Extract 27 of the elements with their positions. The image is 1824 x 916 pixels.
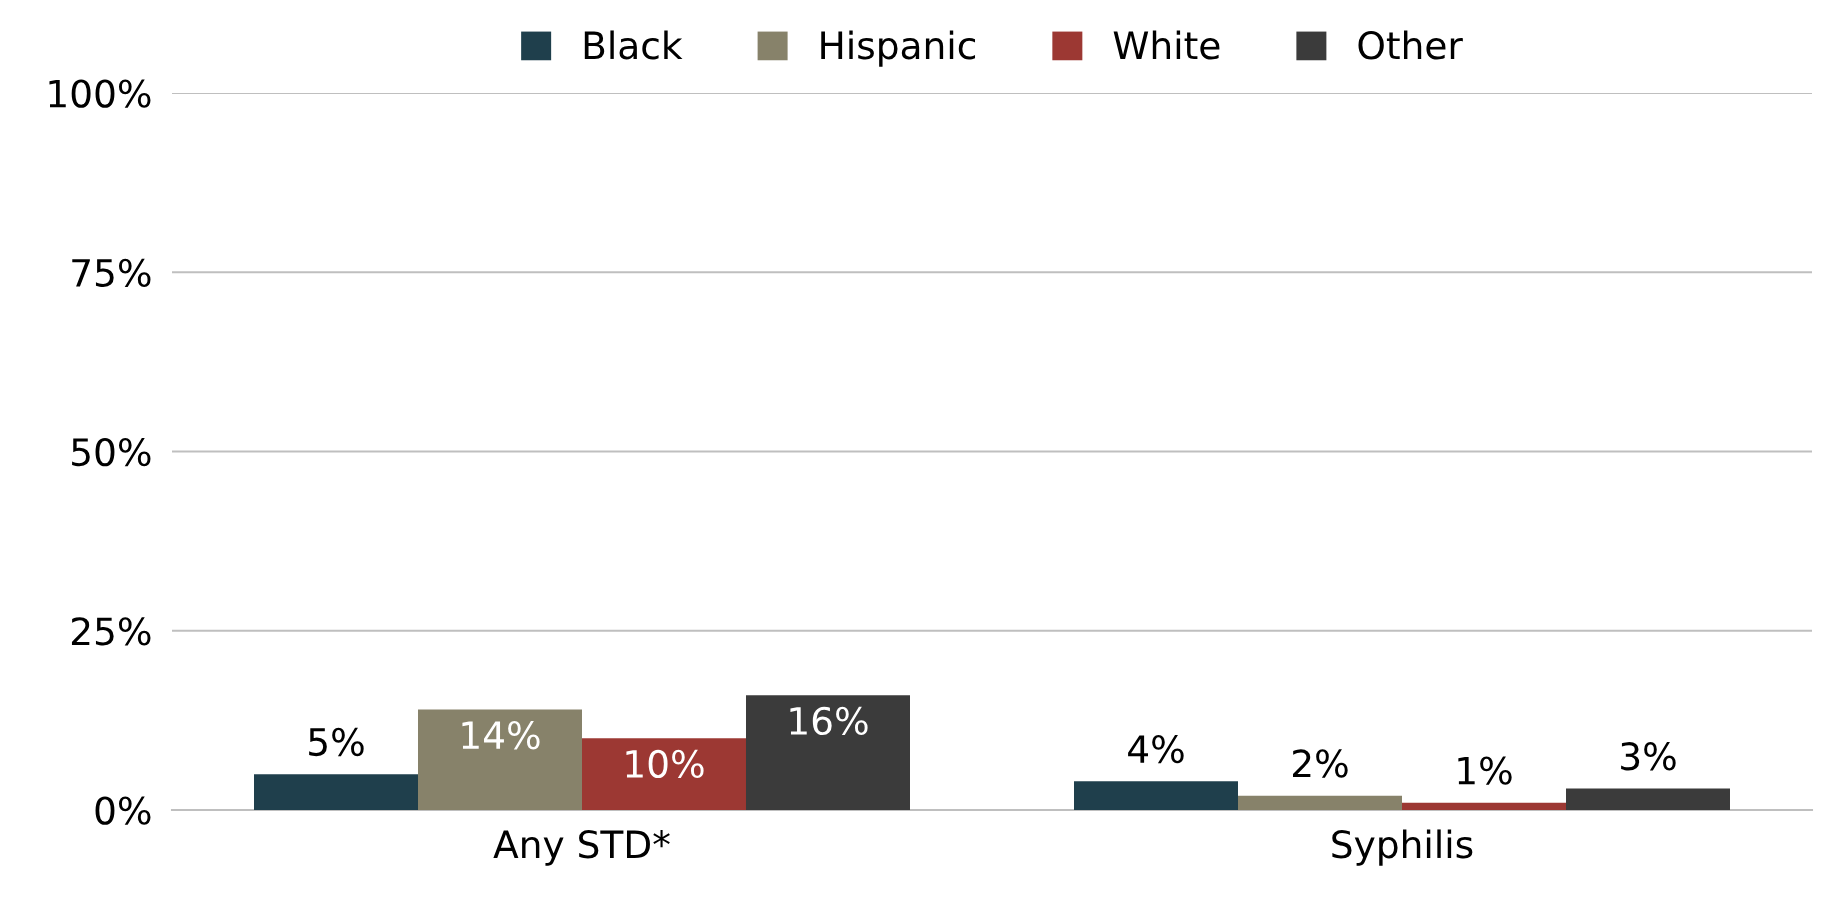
y-tick-label: 25% bbox=[71, 617, 151, 646]
legend-label: Black bbox=[584, 30, 683, 60]
data-label: 2% bbox=[1293, 749, 1348, 778]
data-label: 3% bbox=[1621, 742, 1676, 771]
bar bbox=[582, 738, 746, 810]
bar bbox=[1238, 795, 1402, 810]
x-tick-label: Syphilis bbox=[1332, 829, 1473, 866]
bar bbox=[1074, 781, 1238, 810]
bar bbox=[1402, 802, 1566, 810]
data-label: 16% bbox=[790, 706, 868, 736]
y-tick-label: 75% bbox=[72, 258, 151, 288]
legend-label: Other bbox=[1358, 30, 1463, 60]
x-tick-label: Any STD* bbox=[493, 830, 670, 866]
y-tick-label: 50% bbox=[72, 437, 151, 467]
y-tick-label: 100% bbox=[49, 79, 151, 108]
data-label: 10% bbox=[626, 749, 704, 779]
data-label: 5% bbox=[309, 727, 364, 757]
legend-label: Hispanic bbox=[821, 30, 976, 67]
bar bbox=[746, 695, 910, 810]
data-label: 14% bbox=[462, 721, 540, 750]
bar bbox=[418, 709, 582, 810]
data-label: 4% bbox=[1128, 734, 1184, 764]
y-tick-label: 0% bbox=[95, 796, 151, 825]
data-label: 1% bbox=[1458, 756, 1512, 785]
legend-label: White bbox=[1113, 30, 1220, 60]
bar bbox=[1566, 788, 1730, 810]
bar bbox=[254, 774, 418, 810]
